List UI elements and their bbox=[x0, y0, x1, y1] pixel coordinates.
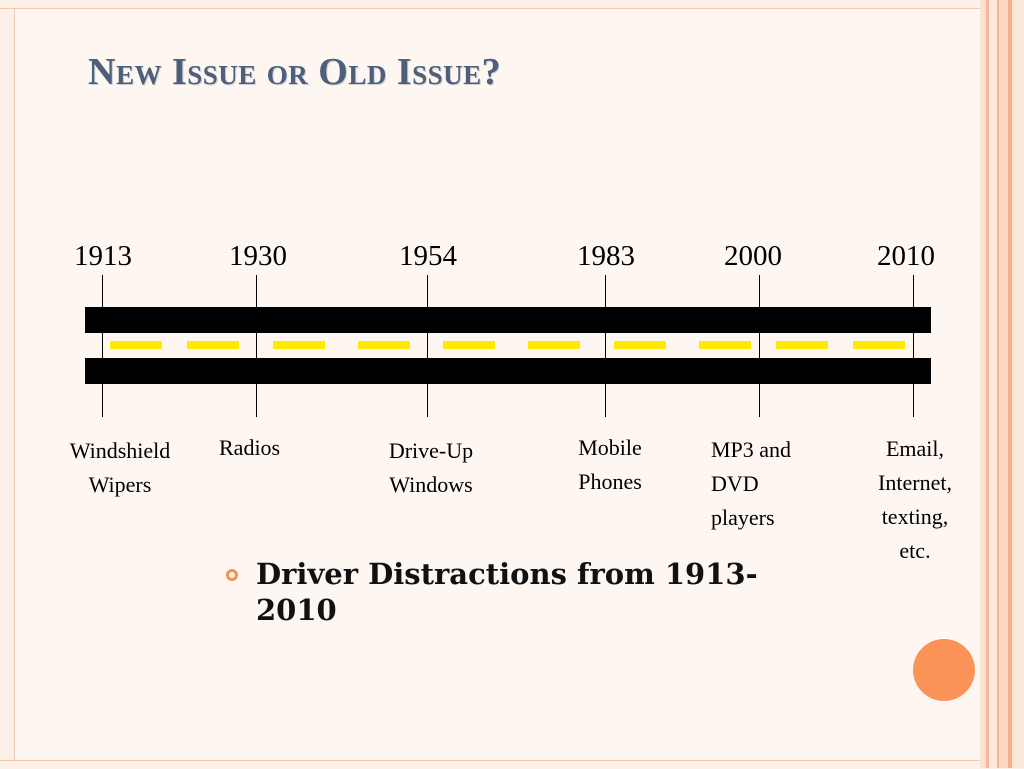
lane-dash bbox=[358, 341, 410, 349]
year-label: 2010 bbox=[877, 240, 935, 272]
event-line: Internet, bbox=[878, 470, 952, 495]
timeline-tick bbox=[256, 275, 257, 417]
event-line: Phones bbox=[578, 469, 642, 494]
event-line: Windshield bbox=[69, 438, 171, 463]
road-top-edge bbox=[85, 307, 931, 333]
timeline-tick bbox=[605, 275, 606, 417]
lane-dash bbox=[110, 341, 162, 349]
event-line: players bbox=[711, 505, 775, 530]
event-line: Drive-Up bbox=[388, 438, 474, 463]
event-line: texting, bbox=[881, 504, 949, 529]
year-label: 1913 bbox=[74, 240, 132, 272]
bullet-text: Driver Distractions from 1913- 2010 bbox=[256, 556, 816, 628]
year-label: 2000 bbox=[724, 240, 782, 272]
right-decorative-stripes bbox=[980, 0, 1024, 768]
bottom-border bbox=[0, 760, 1024, 769]
year-label: 1983 bbox=[577, 240, 635, 272]
lane-dash bbox=[273, 341, 325, 349]
lane-dash bbox=[614, 341, 666, 349]
event-email-internet-texting: Email, Internet, texting, etc. bbox=[861, 432, 969, 568]
event-mobile-phones: Mobile Phones bbox=[564, 431, 656, 499]
lane-dash bbox=[443, 341, 495, 349]
top-border bbox=[0, 0, 1024, 9]
lane-dash bbox=[187, 341, 239, 349]
timeline-tick bbox=[102, 275, 103, 417]
event-drive-up-windows: Drive-Up Windows bbox=[375, 434, 487, 502]
slide-title: New Issue or Old Issue? bbox=[88, 51, 502, 93]
event-line: Windows bbox=[389, 472, 473, 497]
bullet-circle-icon bbox=[226, 569, 238, 581]
timeline-tick bbox=[759, 275, 760, 417]
left-border bbox=[0, 0, 15, 768]
event-radios: Radios bbox=[219, 431, 280, 465]
year-label: 1954 bbox=[399, 240, 457, 272]
road-bottom-edge bbox=[85, 358, 931, 384]
event-line: MP3 and bbox=[711, 437, 792, 462]
lane-dash bbox=[528, 341, 580, 349]
lane-dash bbox=[776, 341, 828, 349]
lane-dash bbox=[699, 341, 751, 349]
lane-dash bbox=[853, 341, 905, 349]
timeline-tick bbox=[427, 275, 428, 417]
event-line: Wipers bbox=[88, 472, 152, 497]
event-line: DVD bbox=[711, 471, 759, 496]
bullet-line: 2010 bbox=[256, 593, 337, 627]
event-line: Radios bbox=[219, 435, 281, 460]
bullet-line: Driver Distractions from 1913- bbox=[256, 557, 758, 591]
event-windshield-wipers: Windshield Wipers bbox=[54, 434, 186, 502]
timeline-tick bbox=[913, 275, 914, 417]
event-line: Email, bbox=[885, 436, 945, 461]
event-line: Mobile bbox=[578, 435, 642, 460]
year-label: 1930 bbox=[229, 240, 287, 272]
decorative-orange-circle bbox=[913, 639, 975, 701]
event-line: etc. bbox=[899, 538, 931, 563]
event-mp3-dvd-players: MP3 and DVD players bbox=[711, 433, 791, 535]
